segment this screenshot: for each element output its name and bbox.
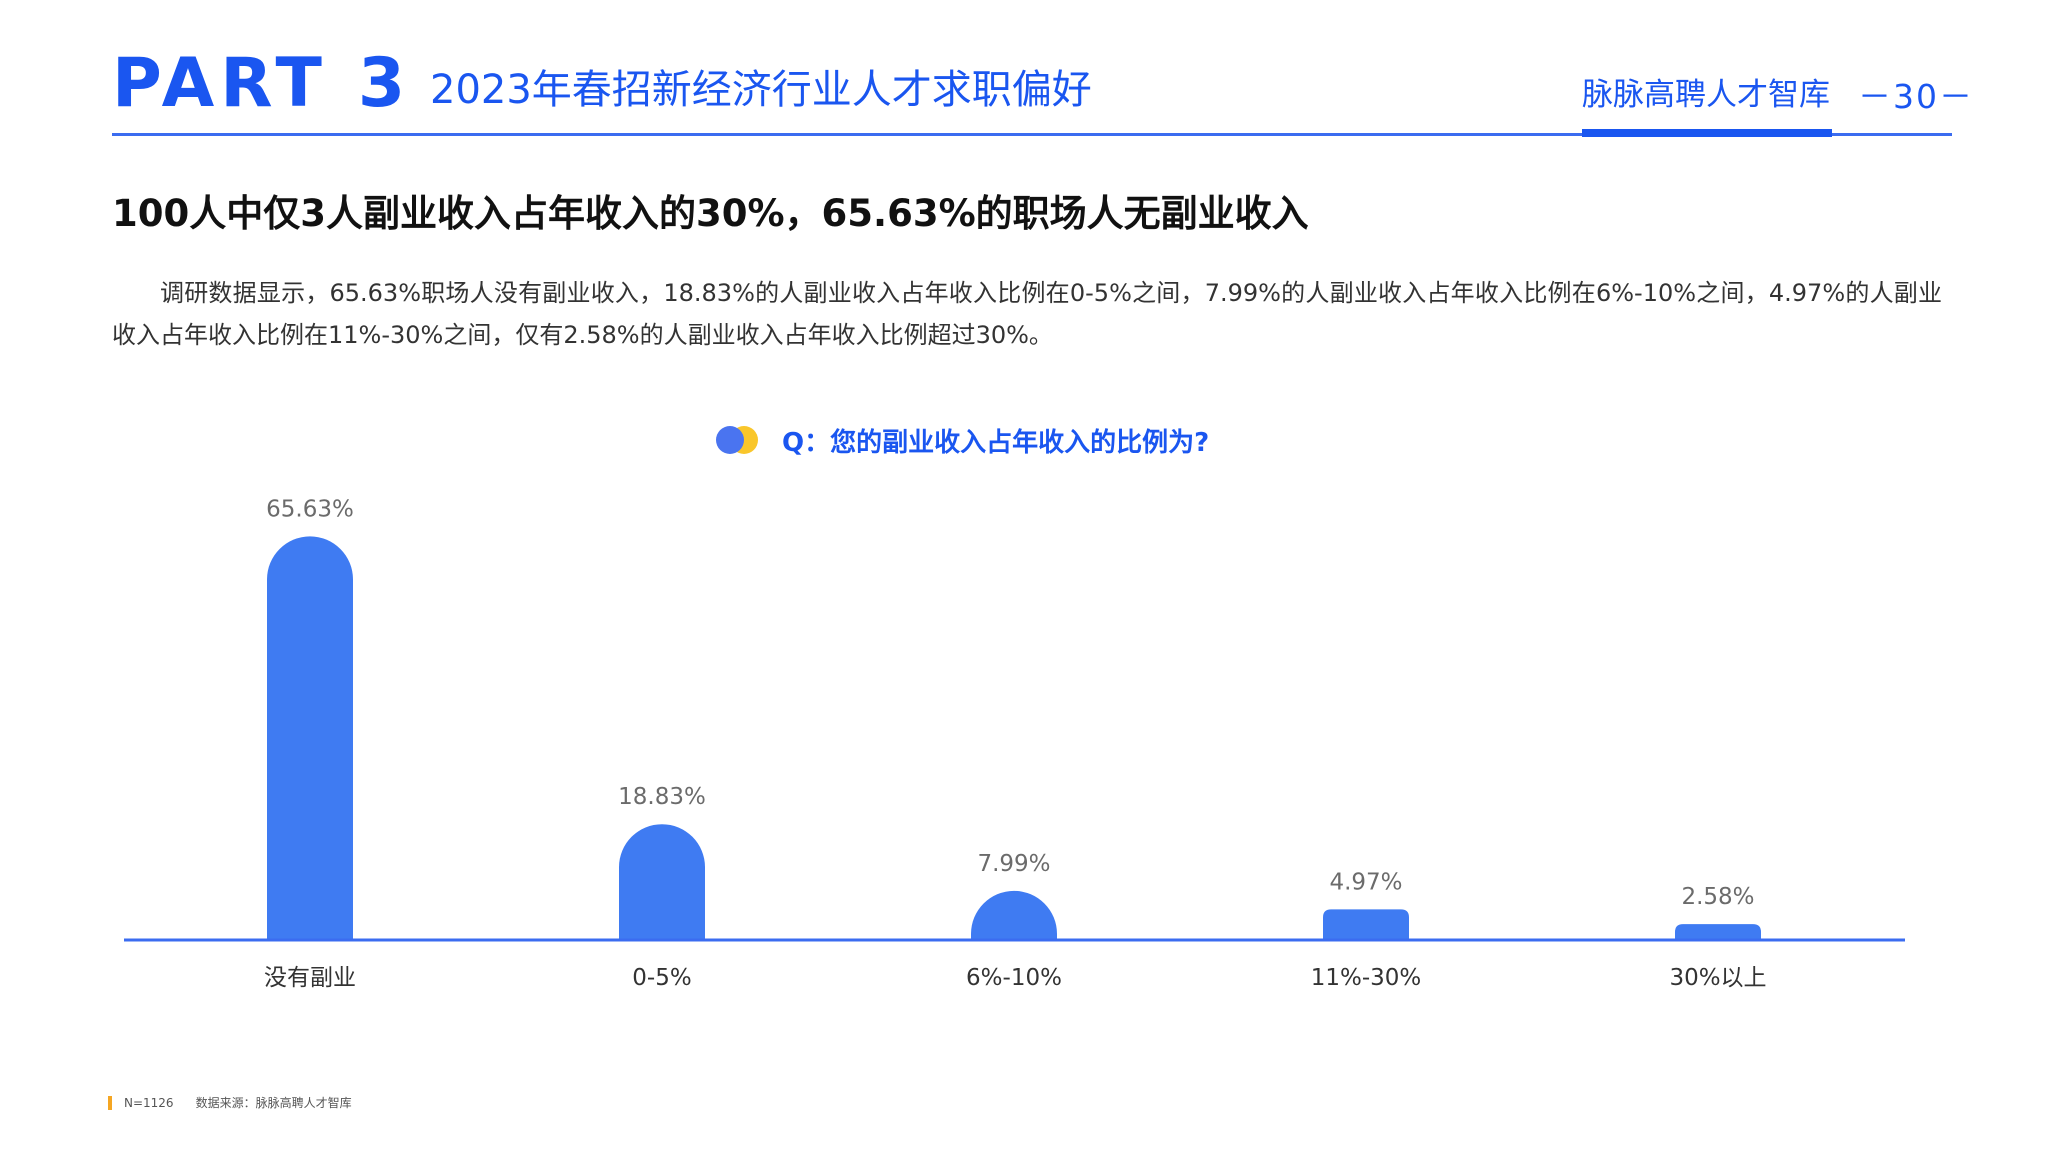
footer-source: 数据来源：脉脉高聘人才智库 [195,1096,352,1110]
body-text: 调研数据显示，65.63%职场人没有副业收入，18.83%的人副业收入占年收入比… [112,279,1942,349]
category-label: 30%以上 [1669,965,1766,991]
footer-accent-mark [108,1095,112,1110]
question-dots-icon [712,424,764,456]
category-label: 11%-30% [1311,965,1422,991]
bar [1323,909,1409,940]
bar [267,536,353,940]
category-label: 没有副业 [264,965,356,991]
question-text: Q：您的副业收入占年收入的比例为? [782,427,1210,458]
part-label: PART 3 [112,50,411,118]
data-label: 18.83% [618,784,706,810]
category-label: 0-5% [632,965,691,991]
brand-name: 脉脉高聘人才智库 [1582,77,1830,113]
footer-sample-size: N=1126 [124,1095,174,1110]
part-number: 3 [357,44,412,123]
page-number: －30－ [1858,77,1974,116]
data-label: 7.99% [977,851,1050,877]
headline: 100人中仅3人副业收入占年收入的30%，65.63%的职场人无副业收入 [112,192,1309,235]
section-title: 2023年春招新经济行业人才求职偏好 [430,67,1092,113]
category-label: 6%-10% [966,965,1062,991]
part-label-text: PART [112,44,328,123]
header-rule-accent [1582,129,1832,137]
bar [971,890,1057,940]
header-rule [112,133,1952,136]
data-label: 65.63% [266,496,354,522]
bar [619,824,705,940]
bar [1675,924,1761,940]
data-label: 4.97% [1329,869,1402,895]
blue-dot-icon [716,426,744,454]
question-row: Q：您的副业收入占年收入的比例为? [712,420,1209,460]
data-label: 2.58% [1681,884,1754,910]
footer: N=1126 数据来源：脉脉高聘人才智库 [108,1094,352,1111]
